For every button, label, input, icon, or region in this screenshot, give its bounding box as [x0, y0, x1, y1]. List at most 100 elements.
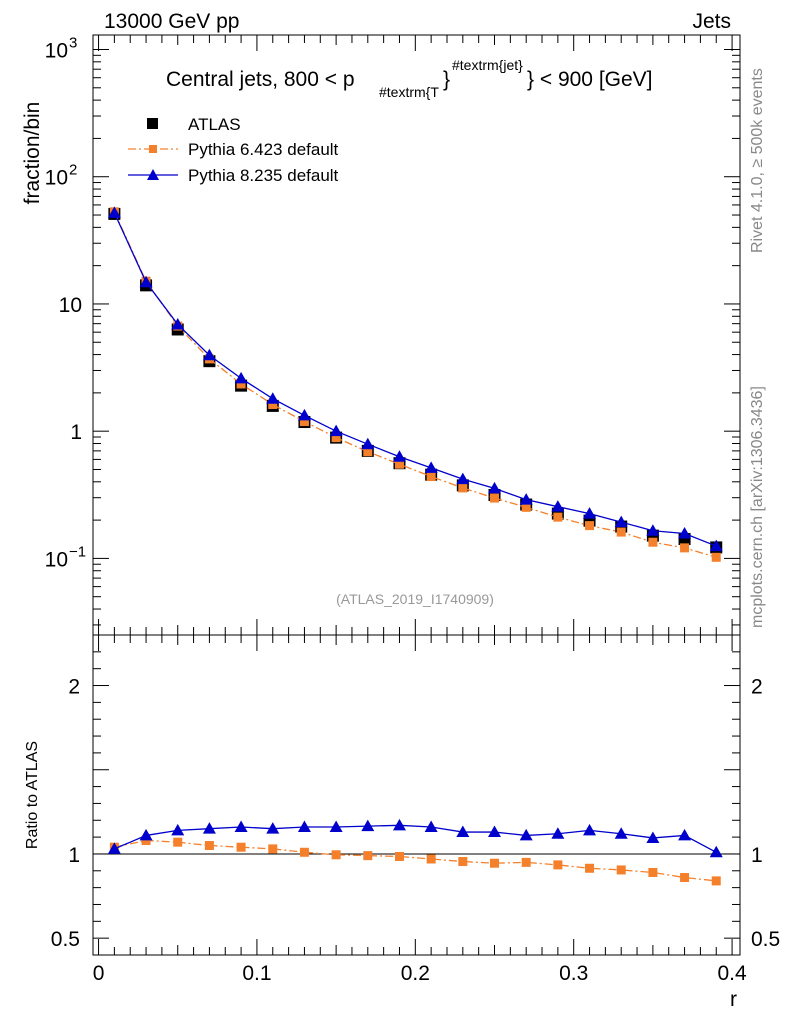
ratio-ytick-label-left: 2 [68, 676, 80, 699]
ratio-pythia-6-423-default-point [458, 857, 468, 867]
main-pythia-8-235-default-point [614, 515, 628, 528]
main-pythia-8-235-default-point [392, 450, 406, 462]
ratio-pythia-6-423-default-point [299, 847, 309, 857]
main-ytick-label-exponent: 3 [69, 34, 77, 51]
legend-item-atlas: ATLAS [147, 115, 241, 134]
main-ytick-label-exponent: 2 [69, 162, 77, 179]
ratio-pythia-6-423-default-point [521, 857, 531, 867]
main-pythia-8-235-default-point [456, 472, 470, 485]
main-series-group [107, 206, 723, 562]
main-pythia-6-423-default-point [680, 543, 690, 553]
main-pythia-8-235-default-point [139, 275, 153, 288]
main-pythia-6-423-default-point [648, 537, 658, 547]
ratio-pythia-6-423-default-point [616, 865, 626, 875]
legend-pythia6-marker [149, 145, 157, 153]
legend-atlas-label: ATLAS [188, 115, 241, 134]
main-title-superscript: #textrm{jet} [452, 57, 523, 73]
main-pythia-8-235-default-point [266, 392, 280, 404]
main-pythia-6-423-default-point [299, 417, 309, 427]
ratio-ytick-label-right: 1 [751, 844, 763, 867]
main-pythia-6-423-default-point [236, 379, 246, 389]
ratio-panel: 0 0.1 0.2 0.3 0.40.5 0.51 12 2 Ratio to ATLAS r [24, 634, 780, 1011]
ratio-pythia-6-423-default-point [426, 854, 436, 864]
header-right-label: Jets [692, 10, 731, 33]
ratio-pythia-8-235-default-point [614, 827, 628, 839]
ratio-ytick-label-right: 0.5 [751, 928, 780, 951]
ratio-pythia-6-423-default-point [204, 841, 214, 851]
ratio-pythia-8-235-default-point [297, 820, 311, 832]
legend: ATLAS Pythia 6.423 default Pythia 8.235 … [128, 115, 339, 185]
main-pythia-8-235-default-point [329, 424, 343, 437]
main-ytick-label: 10 [45, 548, 68, 571]
main-pythia-6-423-default-point [553, 512, 563, 522]
analysis-id-label: (ATLAS_2019_I1740909) [336, 591, 494, 607]
ratio-pythia-8-235-default-point [139, 828, 153, 841]
ratio-pythia-6-423-default-point [394, 851, 404, 861]
ratio-pythia-8-235-default-point [392, 818, 406, 831]
legend-atlas-marker [147, 118, 158, 129]
main-pythia-8-235-default-point [202, 348, 216, 361]
main-pythia-6-423-default-point [616, 527, 626, 537]
main-pythia-6-423-default-point [458, 483, 468, 493]
ratio-pythia-6-423-default-point [490, 858, 500, 868]
ratio-pythia-6-423-default-point [711, 876, 721, 886]
main-title-subscript: #textrm{T [379, 84, 439, 100]
ratio-xtick-label: 0.1 [242, 962, 271, 985]
main-pythia-8-235-default-point [678, 526, 692, 539]
ratio-pythia-8-235-default-point [329, 820, 343, 832]
header-left-label: 13000 GeV pp [104, 10, 239, 33]
ratio-axis-ticks [93, 634, 740, 956]
ratio-pythia-8-235-default-point [234, 820, 248, 832]
main-pythia-8-235-default-point [297, 408, 311, 421]
ratio-pythia-8-235-default-point [456, 825, 470, 838]
legend-pythia8-label: Pythia 8.235 default [188, 166, 339, 185]
ratio-pythia-8-235-default-point [424, 820, 438, 832]
main-pythia-6-423-default-point [394, 459, 404, 469]
main-pythia-8-235-default-line [113, 212, 717, 547]
main-title-after-sub: } [443, 68, 450, 91]
mcplots-label: mcplots.cern.ch [arXiv:1306.3436] [749, 386, 766, 628]
ratio-tick-labels: 0 0.1 0.2 0.3 0.40.5 0.51 12 2 [51, 676, 780, 985]
main-pythia-6-423-default-line [113, 211, 717, 558]
ratio-xtick-label: 0.4 [717, 962, 747, 985]
ratio-pythia-6-423-default-point [236, 842, 246, 852]
ratio-pythia-8-235-default-point [709, 845, 723, 858]
main-pythia-8-235-default-point [646, 524, 660, 536]
ratio-xlabel: r [730, 988, 737, 1011]
ratio-xtick-label: 0.2 [401, 962, 430, 985]
main-pythia-8-235-default-point [107, 206, 121, 218]
ratio-plot-frame [92, 634, 741, 956]
ratio-pythia-8-235-default-point [171, 823, 185, 836]
ratio-pythia-8-235-default-point [678, 828, 692, 841]
main-ytick-label: 10 [45, 39, 68, 62]
ratio-pythia-8-235-default-point [551, 827, 565, 839]
ratio-xtick-label: 0 [93, 962, 105, 985]
ratio-pythia-8-235-default-point [488, 825, 502, 838]
main-pythia-8-235-default-point [709, 539, 723, 552]
ratio-ytick-label-right: 2 [751, 676, 763, 699]
ratio-pythia-6-423-default-point [553, 860, 563, 870]
main-pythia-8-235-default-point [488, 481, 502, 494]
main-title-tail: } < 900 [GeV] [527, 68, 653, 91]
main-pythia-8-235-default-point [424, 461, 438, 473]
main-pythia-8-235-default-point [171, 317, 185, 330]
ratio-pythia-6-423-default-point [648, 867, 658, 877]
main-pythia-6-423-default-point [585, 521, 595, 531]
main-pythia-8-235-default-point [234, 371, 248, 384]
main-pythia-8-235-default-point [361, 437, 375, 450]
ratio-pythia-8-235-default-point [107, 842, 121, 854]
ratio-pythia-6-423-default-point [363, 851, 373, 861]
main-pythia-6-423-default-point [490, 493, 500, 503]
ratio-pythia-8-235-default-point [361, 819, 375, 832]
ratio-series-group [107, 818, 723, 886]
ratio-pythia-6-423-default-point [585, 863, 595, 873]
ratio-pythia-8-235-default-point [266, 822, 280, 834]
ratio-pythia-8-235-default-point [646, 831, 660, 843]
ratio-pythia-6-423-default-point [331, 850, 341, 860]
rivet-version-label: Rivet 4.1.0, ≥ 500k events [749, 68, 766, 253]
main-pythia-6-423-default-point [331, 433, 341, 443]
ratio-ylabel: Ratio to ATLAS [24, 741, 41, 849]
ratio-pythia-8-235-default-line [114, 824, 717, 853]
main-title: Central jets, 800 < p #textrm{T } #textr… [166, 57, 653, 100]
